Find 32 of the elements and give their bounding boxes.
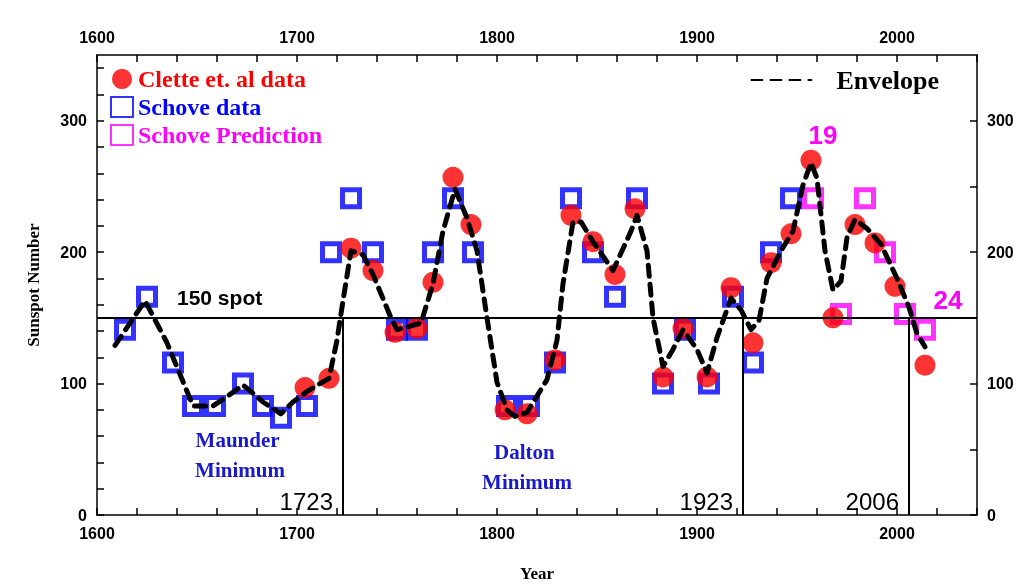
x2-tick-label: 1800 [479, 28, 515, 46]
x-tick-label: 1900 [679, 524, 715, 542]
annotation: 24 [933, 285, 963, 315]
y2-tick-label: 0 [987, 506, 996, 524]
ref-line-label: 1723 [279, 487, 333, 515]
legend-label: Schove data [138, 94, 262, 120]
x2-tick-label: 1600 [79, 28, 115, 46]
y-tick-label: 100 [60, 375, 88, 393]
y-axis-title: Sunspot Number [24, 222, 43, 347]
x-tick-label: 1800 [479, 524, 515, 542]
x2-tick-label: 1900 [679, 28, 715, 46]
x-axis-title: Year [520, 564, 555, 583]
legend-label: Envelope [836, 65, 940, 95]
legend-label: Clette et. al data [138, 66, 306, 92]
x2-tick-label: 2000 [879, 28, 915, 46]
y-tick-label: 300 [60, 112, 88, 130]
x-tick-label: 2000 [879, 524, 915, 542]
y-tick-label: 0 [78, 506, 88, 524]
legend-label: Schove Prediction [138, 122, 323, 148]
y-tick-label: 200 [60, 243, 88, 261]
ref-line-label: 2006 [845, 487, 899, 515]
x2-tick-label: 1700 [279, 28, 315, 46]
ref-line-label: 150 spot [177, 286, 263, 310]
annotation: Dalton Minimum [482, 440, 573, 494]
y2-tick-label: 200 [987, 243, 1014, 261]
x-tick-label: 1600 [79, 524, 115, 542]
annotation: 19 [808, 120, 838, 150]
y2-tick-label: 300 [987, 112, 1014, 130]
ref-line-label: 1923 [679, 487, 733, 515]
y2-tick-label: 100 [987, 375, 1014, 393]
x-tick-label: 1700 [279, 524, 315, 542]
annotation: Maunder Minimum [195, 428, 286, 482]
